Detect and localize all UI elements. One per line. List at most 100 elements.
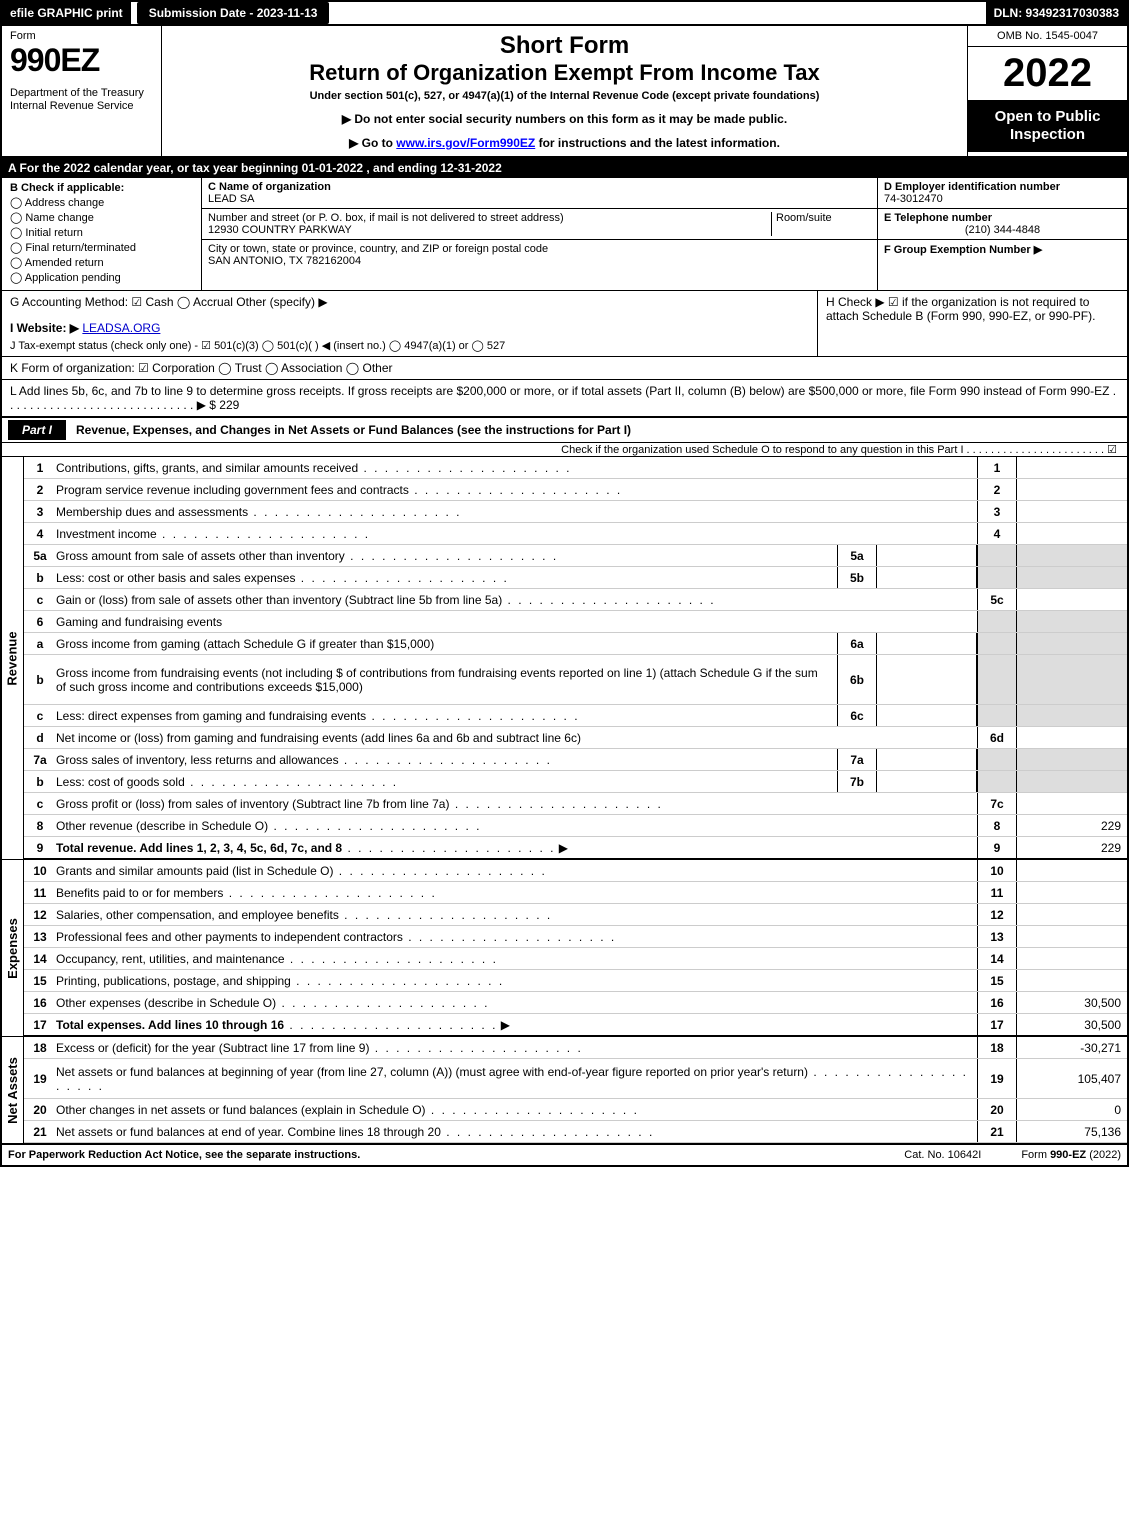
part1-bar: Part I Revenue, Expenses, and Changes in…	[2, 417, 1127, 443]
line-5a: 5aGross amount from sale of assets other…	[24, 545, 1127, 567]
c-addr-row: Number and street (or P. O. box, if mail…	[202, 209, 877, 240]
footer-left: For Paperwork Reduction Act Notice, see …	[8, 1149, 360, 1161]
k-row: K Form of organization: ☑ Corporation ◯ …	[2, 357, 1127, 380]
chk-amended-return[interactable]: ◯ Amended return	[10, 256, 193, 269]
line-15: 15Printing, publications, postage, and s…	[24, 970, 1127, 992]
line-7c: cGross profit or (loss) from sales of in…	[24, 793, 1127, 815]
c-name-lbl: C Name of organization	[208, 181, 331, 193]
revenue-sidelabel: Revenue	[2, 457, 24, 859]
c-city-row: City or town, state or province, country…	[202, 240, 877, 270]
line-6d: dNet income or (loss) from gaming and fu…	[24, 727, 1127, 749]
tel-lbl: E Telephone number	[884, 212, 992, 224]
line-4: 4Investment income4	[24, 523, 1127, 545]
group-lbl: F Group Exemption Number ▶	[884, 244, 1042, 256]
col-c: C Name of organization LEAD SA Number an…	[202, 178, 877, 290]
open-inspection: Open to Public Inspection	[968, 100, 1127, 152]
i-website-row: I Website: ▶ LEADSA.ORG	[10, 321, 809, 335]
netassets-sidelabel: Net Assets	[2, 1037, 24, 1143]
form-page: efile GRAPHIC print Submission Date - 20…	[0, 0, 1129, 1167]
form-word: Form	[10, 30, 153, 42]
line-6c: cLess: direct expenses from gaming and f…	[24, 705, 1127, 727]
line-19: 19Net assets or fund balances at beginni…	[24, 1059, 1127, 1099]
under-section: Under section 501(c), 527, or 4947(a)(1)…	[174, 90, 955, 102]
bullet2-post: for instructions and the latest informat…	[535, 136, 780, 150]
line-3: 3Membership dues and assessments3	[24, 501, 1127, 523]
c-city-lbl: City or town, state or province, country…	[208, 243, 548, 255]
line-1: 1Contributions, gifts, grants, and simil…	[24, 457, 1127, 479]
row-a: A For the 2022 calendar year, or tax yea…	[2, 158, 1127, 178]
line-11: 11Benefits paid to or for members11	[24, 882, 1127, 904]
e-tel-row: E Telephone number (210) 344-4848	[878, 209, 1127, 240]
efile-label: efile GRAPHIC print	[2, 2, 131, 24]
netassets-lines: 18Excess or (deficit) for the year (Subt…	[24, 1037, 1127, 1143]
omb-number: OMB No. 1545-0047	[968, 26, 1127, 47]
top-bar: efile GRAPHIC print Submission Date - 20…	[2, 2, 1127, 26]
tax-year: 2022	[968, 47, 1127, 100]
line-17: 17Total expenses. Add lines 10 through 1…	[24, 1014, 1127, 1036]
dln-label: DLN: 93492317030383	[986, 2, 1127, 24]
line-7a: 7aGross sales of inventory, less returns…	[24, 749, 1127, 771]
g-accounting: G Accounting Method: ☑ Cash ◯ Accrual Ot…	[10, 295, 809, 309]
f-group-row: F Group Exemption Number ▶	[878, 240, 1127, 259]
line-5b: bLess: cost or other basis and sales exp…	[24, 567, 1127, 589]
line-9: 9Total revenue. Add lines 1, 2, 3, 4, 5c…	[24, 837, 1127, 859]
chk-initial-return[interactable]: ◯ Initial return	[10, 226, 193, 239]
c-addr-lbl: Number and street (or P. O. box, if mail…	[208, 212, 564, 224]
line-10: 10Grants and similar amounts paid (list …	[24, 860, 1127, 882]
header-right: OMB No. 1545-0047 2022 Open to Public In…	[967, 26, 1127, 156]
org-name: LEAD SA	[208, 193, 254, 205]
line-21: 21Net assets or fund balances at end of …	[24, 1121, 1127, 1143]
expenses-sidelabel: Expenses	[2, 860, 24, 1036]
bullet2-pre: ▶ Go to	[349, 136, 396, 150]
h-box: H Check ▶ ☑ if the organization is not r…	[817, 291, 1127, 356]
org-city: SAN ANTONIO, TX 782162004	[208, 255, 361, 267]
form-header: Form 990EZ Department of the Treasury In…	[2, 26, 1127, 158]
line-8: 8Other revenue (describe in Schedule O)8…	[24, 815, 1127, 837]
form-number: 990EZ	[10, 42, 153, 79]
line-20: 20Other changes in net assets or fund ba…	[24, 1099, 1127, 1121]
header-center: Short Form Return of Organization Exempt…	[162, 26, 967, 156]
line-18: 18Excess or (deficit) for the year (Subt…	[24, 1037, 1127, 1059]
j-taxexempt: J Tax-exempt status (check only one) - ☑…	[10, 339, 809, 352]
website-link[interactable]: LEADSA.ORG	[82, 321, 160, 335]
ein-value: 74-3012470	[884, 193, 943, 205]
revenue-lines: 1Contributions, gifts, grants, and simil…	[24, 457, 1127, 859]
bullet-2: ▶ Go to www.irs.gov/Form990EZ for instru…	[174, 136, 955, 150]
website-lbl: I Website: ▶	[10, 321, 79, 335]
footer-center: Cat. No. 10642I	[904, 1149, 981, 1161]
line-14: 14Occupancy, rent, utilities, and mainte…	[24, 948, 1127, 970]
expenses-lines: 10Grants and similar amounts paid (list …	[24, 860, 1127, 1036]
short-form-title: Short Form	[174, 32, 955, 60]
header-left: Form 990EZ Department of the Treasury In…	[2, 26, 162, 156]
netassets-table: Net Assets 18Excess or (deficit) for the…	[2, 1036, 1127, 1143]
irs-link[interactable]: www.irs.gov/Form990EZ	[396, 136, 535, 150]
chk-application-pending[interactable]: ◯ Application pending	[10, 271, 193, 284]
chk-address-change[interactable]: ◯ Address change	[10, 196, 193, 209]
line-5c: cGain or (loss) from sale of assets othe…	[24, 589, 1127, 611]
line-7b: bLess: cost of goods sold7b	[24, 771, 1127, 793]
chk-name-change[interactable]: ◯ Name change	[10, 211, 193, 224]
return-title: Return of Organization Exempt From Incom…	[174, 60, 955, 86]
room-lbl: Room/suite	[776, 212, 832, 224]
submission-date: Submission Date - 2023-11-13	[137, 2, 330, 24]
col-b: B Check if applicable: ◯ Address change …	[2, 178, 202, 290]
c-name-row: C Name of organization LEAD SA	[202, 178, 877, 209]
b-label: B Check if applicable:	[10, 182, 193, 194]
line-6a: aGross income from gaming (attach Schedu…	[24, 633, 1127, 655]
line-6b: bGross income from fundraising events (n…	[24, 655, 1127, 705]
chk-final-return[interactable]: ◯ Final return/terminated	[10, 241, 193, 254]
col-d: D Employer identification number 74-3012…	[877, 178, 1127, 290]
line-6: 6Gaming and fundraising events	[24, 611, 1127, 633]
gh-row: G Accounting Method: ☑ Cash ◯ Accrual Ot…	[2, 291, 1127, 357]
line-12: 12Salaries, other compensation, and empl…	[24, 904, 1127, 926]
d-ein-row: D Employer identification number 74-3012…	[878, 178, 1127, 209]
gh-left: G Accounting Method: ☑ Cash ◯ Accrual Ot…	[2, 291, 817, 356]
page-footer: For Paperwork Reduction Act Notice, see …	[2, 1143, 1127, 1165]
revenue-table: Revenue 1Contributions, gifts, grants, a…	[2, 457, 1127, 859]
tel-value: (210) 344-4848	[884, 224, 1121, 236]
part1-title: Revenue, Expenses, and Changes in Net As…	[76, 423, 631, 437]
footer-right: Form 990-EZ (2022)	[1021, 1149, 1121, 1161]
line-2: 2Program service revenue including gover…	[24, 479, 1127, 501]
section-bcd: B Check if applicable: ◯ Address change …	[2, 178, 1127, 291]
part1-tab: Part I	[8, 420, 66, 440]
